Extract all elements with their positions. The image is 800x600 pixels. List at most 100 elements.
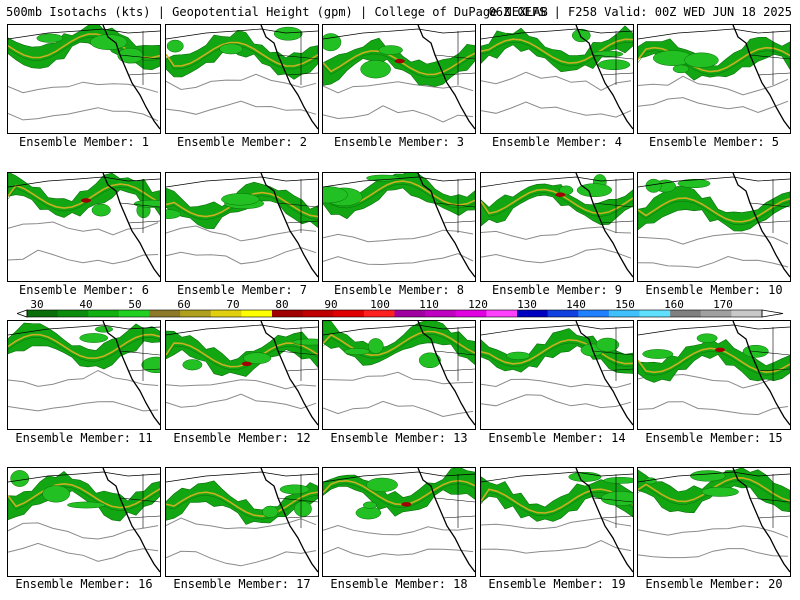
colorbar-swatch bbox=[149, 310, 181, 317]
member-label: Ensemble Member: 5 bbox=[648, 135, 780, 149]
colorbar-swatch bbox=[394, 310, 426, 317]
colorbar: 30 40 50 60 70 80 90 100 110 120 130 140 150 160 170 bbox=[17, 298, 787, 322]
colorbar-tick-label: 150 bbox=[615, 298, 635, 311]
isotach-map bbox=[638, 321, 790, 426]
member-label: Ensemble Member: 19 bbox=[488, 577, 626, 591]
ensemble-panel bbox=[165, 320, 319, 430]
ensemble-panel bbox=[637, 320, 791, 430]
colorbar-swatch bbox=[180, 310, 212, 317]
colorbar-swatch bbox=[425, 310, 457, 317]
colorbar-tick-label: 30 bbox=[30, 298, 43, 311]
ensemble-panel bbox=[165, 172, 319, 282]
ensemble-panel bbox=[480, 320, 634, 430]
colorbar-swatch bbox=[27, 310, 59, 317]
colorbar-swatch bbox=[578, 310, 610, 317]
ensemble-panel bbox=[322, 467, 476, 577]
member-label: Ensemble Member: 15 bbox=[645, 431, 783, 445]
colorbar-swatch bbox=[639, 310, 671, 317]
isotach-map bbox=[8, 468, 160, 573]
isotach-map bbox=[8, 25, 160, 130]
colorbar-tick-label: 40 bbox=[79, 298, 92, 311]
colorbar-swatch bbox=[700, 310, 732, 317]
member-label: Ensemble Member: 18 bbox=[330, 577, 468, 591]
member-label: Ensemble Member: 12 bbox=[173, 431, 311, 445]
isotach-map bbox=[8, 173, 160, 278]
colorbar-tick-label: 60 bbox=[177, 298, 190, 311]
colorbar-swatch bbox=[272, 310, 304, 317]
ensemble-panel bbox=[637, 172, 791, 282]
member-label: Ensemble Member: 10 bbox=[645, 283, 783, 297]
colorbar-swatch bbox=[670, 310, 702, 317]
colorbar-tick-label: 50 bbox=[128, 298, 141, 311]
member-label: Ensemble Member: 6 bbox=[18, 283, 150, 297]
colorbar-tick-label: 70 bbox=[226, 298, 239, 311]
member-label: Ensemble Member: 4 bbox=[491, 135, 623, 149]
colorbar-tick-label: 130 bbox=[517, 298, 537, 311]
member-label: Ensemble Member: 14 bbox=[488, 431, 626, 445]
isotach-map bbox=[8, 321, 160, 426]
colorbar-swatch bbox=[486, 310, 518, 317]
map-title: 500mb Isotachs (kts) | Geopotential Heig… bbox=[6, 2, 796, 22]
ensemble-panel bbox=[7, 24, 161, 134]
isotach-map bbox=[166, 173, 318, 278]
isotach-map bbox=[481, 321, 633, 426]
colorbar-swatch bbox=[517, 310, 549, 317]
ensemble-panel bbox=[7, 172, 161, 282]
title-left: 500mb Isotachs (kts) | Geopotential Heig… bbox=[6, 5, 548, 19]
isotach-map bbox=[638, 25, 790, 130]
isotach-map bbox=[166, 468, 318, 573]
colorbar-tick-label: 100 bbox=[370, 298, 390, 311]
ensemble-panel bbox=[637, 467, 791, 577]
isotach-map bbox=[481, 173, 633, 278]
ensemble-panel bbox=[7, 467, 161, 577]
isotach-map bbox=[638, 468, 790, 573]
ensemble-panel bbox=[322, 24, 476, 134]
colorbar-swatch bbox=[333, 310, 365, 317]
colorbar-swatch bbox=[363, 310, 395, 317]
colorbar-svg: 30 40 50 60 70 80 90 100 110 120 130 140 150 160 170 bbox=[17, 298, 784, 318]
isotach-map bbox=[481, 468, 633, 573]
colorbar-swatch bbox=[210, 310, 242, 317]
member-label: Ensemble Member: 2 bbox=[176, 135, 308, 149]
ensemble-panel bbox=[480, 24, 634, 134]
isotach-map bbox=[481, 25, 633, 130]
isotach-map bbox=[166, 25, 318, 130]
ensemble-panel bbox=[322, 172, 476, 282]
member-label: Ensemble Member: 16 bbox=[15, 577, 153, 591]
colorbar-tick-label: 110 bbox=[419, 298, 439, 311]
ensemble-panel bbox=[637, 24, 791, 134]
colorbar-swatch bbox=[455, 310, 487, 317]
colorbar-tick-label: 160 bbox=[664, 298, 684, 311]
member-label: Ensemble Member: 20 bbox=[645, 577, 783, 591]
colorbar-tick-label: 170 bbox=[713, 298, 733, 311]
colorbar-tick-label: 140 bbox=[566, 298, 586, 311]
isotach-map bbox=[323, 468, 475, 573]
isotach-map bbox=[323, 173, 475, 278]
isotach-map bbox=[166, 321, 318, 426]
title-right: 06Z GEFS | F258 Valid: 00Z WED JUN 18 20… bbox=[488, 5, 792, 19]
ensemble-panel bbox=[480, 172, 634, 282]
colorbar-swatch bbox=[608, 310, 640, 317]
ensemble-panel bbox=[7, 320, 161, 430]
ensemble-panel bbox=[165, 24, 319, 134]
member-label: Ensemble Member: 17 bbox=[173, 577, 311, 591]
colorbar-swatch bbox=[241, 310, 273, 317]
member-label: Ensemble Member: 11 bbox=[15, 431, 153, 445]
isotach-map bbox=[323, 321, 475, 426]
colorbar-swatch bbox=[547, 310, 579, 317]
isotach-map bbox=[323, 25, 475, 130]
ensemble-panel bbox=[165, 467, 319, 577]
colorbar-tick-label: 80 bbox=[275, 298, 288, 311]
colorbar-swatch bbox=[731, 310, 763, 317]
colorbar-swatch bbox=[57, 310, 89, 317]
ensemble-panel bbox=[322, 320, 476, 430]
member-label: Ensemble Member: 3 bbox=[333, 135, 465, 149]
colorbar-tick-label: 90 bbox=[324, 298, 337, 311]
ensemble-panel bbox=[480, 467, 634, 577]
colorbar-right-arrow bbox=[761, 309, 784, 318]
member-label: Ensemble Member: 8 bbox=[333, 283, 465, 297]
colorbar-left-arrow bbox=[17, 309, 28, 318]
member-label: Ensemble Member: 7 bbox=[176, 283, 308, 297]
member-label: Ensemble Member: 13 bbox=[330, 431, 468, 445]
colorbar-tick-label: 120 bbox=[468, 298, 488, 311]
